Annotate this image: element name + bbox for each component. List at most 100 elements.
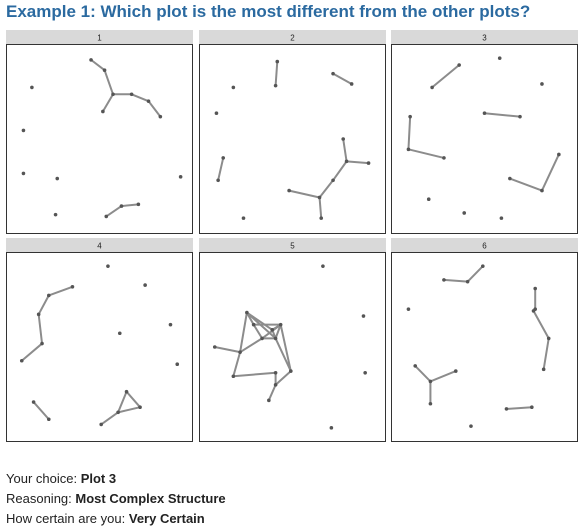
graph-node	[504, 407, 509, 411]
graph-edge	[318, 179, 335, 199]
graph-edge	[100, 411, 120, 426]
graph-edge	[232, 371, 277, 378]
graph-edge	[508, 177, 543, 192]
plot-panel-5: 5	[199, 238, 386, 442]
graph-edge	[505, 406, 533, 410]
graph-node	[40, 341, 44, 346]
graph-node	[349, 82, 354, 86]
graph-node	[101, 109, 105, 114]
graph-edge	[442, 278, 469, 283]
graph-node	[158, 114, 163, 119]
graph-node	[241, 216, 246, 220]
graph-node	[47, 293, 51, 298]
graph-node	[168, 322, 173, 327]
panel-label: 5	[290, 242, 295, 251]
graph-node	[36, 312, 41, 317]
graph-node	[482, 111, 487, 115]
graph-node	[129, 92, 134, 97]
graph-edge	[532, 309, 550, 340]
graph-node	[428, 379, 433, 384]
graph-edge	[213, 346, 242, 354]
graph-node	[408, 114, 412, 119]
graph-node	[319, 216, 324, 220]
graph-node	[530, 405, 534, 410]
graph-node	[406, 307, 411, 311]
graph-node	[289, 369, 293, 373]
graph-node	[317, 195, 322, 200]
graph-node	[251, 322, 256, 327]
graph-node	[406, 147, 411, 152]
graph-node	[428, 401, 433, 406]
graph-node	[462, 211, 467, 215]
graph-node	[175, 362, 180, 367]
graph-node	[117, 331, 122, 336]
graph-node	[273, 371, 278, 375]
graph-node	[31, 400, 36, 404]
panel-frame	[199, 44, 386, 234]
graph-node	[331, 178, 335, 183]
graph-node	[499, 216, 504, 220]
graph-node	[341, 137, 346, 141]
graph-edge	[239, 337, 264, 354]
graph-edge	[466, 265, 484, 283]
graph-edge	[332, 72, 353, 85]
plot-panel-4: 4	[6, 238, 193, 442]
graph-node	[47, 417, 51, 422]
certainty-label: How certain are you:	[6, 511, 126, 526]
panel-frame	[6, 44, 193, 234]
graph-edge	[32, 401, 50, 421]
panel-strip	[391, 238, 578, 252]
panel-label: 6	[482, 242, 487, 251]
graph-node	[469, 424, 473, 428]
reasoning-label: Reasoning:	[6, 491, 72, 506]
graph-node	[53, 212, 58, 217]
graph-node	[275, 59, 280, 64]
graph-edge	[103, 69, 115, 96]
graph-node	[21, 171, 26, 176]
graph-node	[136, 202, 141, 207]
graph-node	[231, 374, 236, 379]
graph-node	[442, 278, 446, 282]
graph-node	[540, 82, 544, 86]
panel-strip	[6, 238, 193, 252]
graph-node	[216, 178, 220, 183]
graph-edge	[540, 153, 560, 192]
panel-strip	[199, 238, 386, 252]
graph-node	[540, 188, 544, 193]
graph-edge	[20, 342, 44, 362]
graph-node	[21, 128, 26, 133]
graph-node	[138, 405, 142, 410]
graph-node	[329, 426, 334, 430]
graph-node	[30, 85, 34, 90]
graph-node	[238, 350, 242, 354]
graph-edge	[239, 311, 248, 354]
graph-edge	[318, 196, 323, 220]
plot-panel-3: 3	[391, 30, 578, 234]
graph-edge	[37, 294, 50, 316]
graph-edge	[288, 189, 321, 199]
panel-frame	[391, 44, 578, 234]
graph-edge	[90, 58, 106, 72]
graph-node	[212, 345, 217, 349]
graph-node	[426, 197, 431, 201]
graph-edge	[125, 390, 142, 409]
graph-edge	[267, 383, 277, 402]
graph-edge	[279, 323, 292, 373]
graph-node	[270, 328, 275, 332]
graph-node	[321, 264, 325, 268]
graph-node	[278, 322, 283, 327]
graph-node	[287, 188, 291, 193]
graph-edge	[429, 370, 457, 383]
graph-edge	[130, 93, 150, 103]
reasoning-value: Most Complex Structure	[75, 491, 226, 506]
certainty-line: How certain are you: Very Certain	[6, 511, 205, 526]
graph-node	[273, 383, 278, 387]
graph-edge	[37, 313, 44, 345]
panel-strip	[6, 30, 193, 44]
graph-node	[104, 214, 109, 219]
graph-node	[273, 83, 278, 88]
graph-node	[361, 314, 366, 318]
graph-node	[99, 422, 103, 427]
graph-edge	[407, 115, 412, 151]
panel-frame	[6, 252, 193, 442]
